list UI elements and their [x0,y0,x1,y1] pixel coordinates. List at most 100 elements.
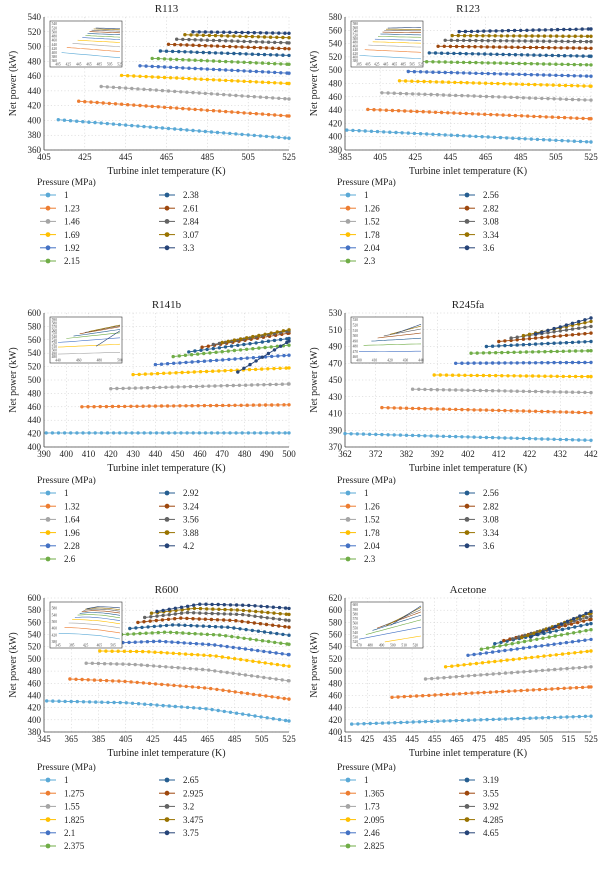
data-point [512,28,517,33]
data-point [271,431,275,435]
data-point [363,129,367,133]
data-point [210,602,214,607]
data-point [271,96,275,100]
data-point [170,640,174,644]
inset-series-line [58,633,121,640]
data-point [179,43,183,47]
data-point [211,59,216,63]
data-point [229,344,234,348]
legend-swatch-marker [464,517,470,522]
data-point [589,714,593,718]
data-point [581,54,585,58]
series-1.92 [138,64,291,75]
data-point [104,678,109,683]
data-point [228,93,232,97]
data-point [162,57,167,61]
x-tick-label: 465 [450,734,464,744]
y-tick-label: 540 [329,39,343,49]
data-point [585,649,589,654]
data-point [258,46,263,50]
data-point [271,717,275,721]
data-point [448,44,453,49]
data-point [436,44,440,48]
data-point [236,60,240,64]
data-point [270,403,274,407]
data-point [287,353,291,357]
data-point [152,385,156,390]
data-point [188,641,192,645]
data-point [277,624,281,628]
series-line [237,340,290,373]
series-1.78 [397,79,593,88]
y-tick-label: 480 [329,678,343,688]
inset-series-line [363,343,422,346]
data-point [136,87,140,91]
data-point [580,685,585,690]
y-tick-label: 460 [329,690,343,700]
legend-item: 1.73 [340,802,380,812]
inset-y-tick: 540 [353,631,359,635]
data-point [388,130,392,134]
data-point [173,617,177,621]
data-point [252,133,256,138]
data-point [506,350,510,355]
series-2.3 [469,349,593,355]
inset-x-tick: 460 [76,359,82,363]
data-point [482,29,486,33]
data-point [367,432,372,436]
data-point [190,652,194,657]
data-point [533,361,538,365]
data-point [533,82,537,87]
series-2.095 [443,649,593,669]
data-point [263,661,267,665]
data-point [475,373,479,378]
data-point [276,695,280,700]
data-point [183,33,187,37]
data-point [219,644,223,648]
data-point [558,334,562,338]
data-point [178,404,182,408]
inset-x-tick: 490 [379,644,385,648]
data-point [569,54,573,58]
data-point [406,131,410,135]
data-point [223,369,227,373]
data-point [281,35,285,40]
data-point [158,639,162,643]
data-point [80,677,84,682]
data-point [217,607,221,611]
data-point [572,39,576,44]
inset-y-tick: 580 [52,322,58,326]
data-point [254,40,258,44]
y-tick-label: 470 [329,358,343,368]
data-point [272,338,277,343]
data-point [550,53,554,58]
inset-y-tick: 460 [52,39,58,43]
data-point [203,129,207,134]
data-point [372,108,376,112]
data-point [181,631,185,635]
data-point [161,613,165,618]
data-point [558,341,562,345]
x-tick-label: 372 [369,449,383,459]
legend-label: 2.92 [183,488,199,498]
data-point [574,27,578,31]
data-point [234,619,238,623]
data-point [283,625,287,629]
data-point [577,326,581,330]
data-point [408,694,413,698]
series-1.32 [80,403,291,409]
legend-label: 1.78 [364,528,380,538]
data-point [554,73,558,78]
data-point [580,349,584,353]
data-point [404,406,409,410]
data-point [127,386,131,390]
data-point [196,404,200,408]
data-point [198,370,203,374]
data-point [484,361,489,365]
data-point [537,374,541,378]
data-point [546,390,550,394]
data-point [586,27,591,31]
data-point [256,35,261,39]
data-point [166,683,170,687]
data-point [199,58,203,63]
